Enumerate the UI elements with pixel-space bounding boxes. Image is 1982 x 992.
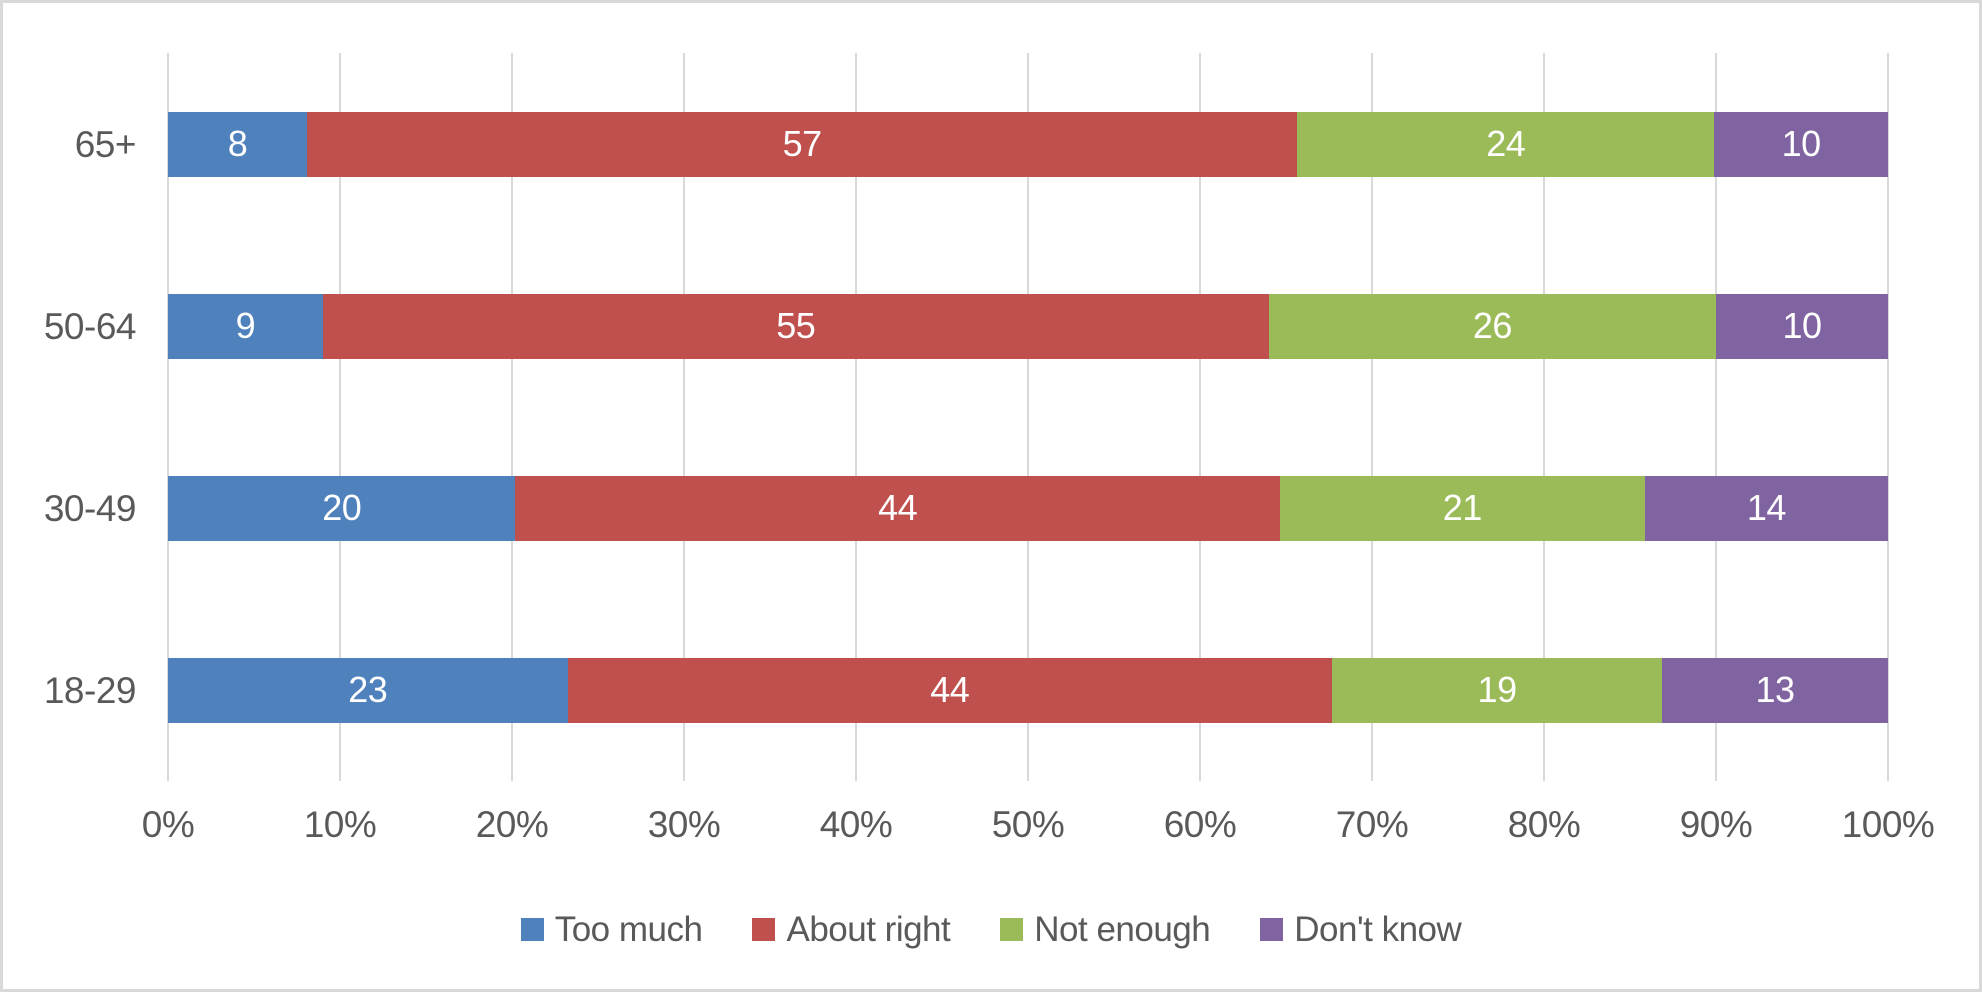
- legend-item-about-right: About right: [752, 909, 951, 949]
- category-label: 50-64: [43, 305, 137, 347]
- bar-segment-don-t-know: 10: [1715, 293, 1888, 359]
- x-axis-tick-label: 90%: [1679, 804, 1753, 845]
- x-axis-tick-label: 80%: [1507, 804, 1581, 845]
- bar-segment-don-t-know: 10: [1714, 111, 1888, 177]
- bar-segment-not-enough: 26: [1268, 293, 1716, 359]
- x-axis-tick-label: 40%: [819, 804, 893, 845]
- bar-segment-too-much: 8: [168, 111, 307, 177]
- gridline: [1887, 53, 1889, 781]
- bar-segment-not-enough: 24: [1297, 111, 1715, 177]
- bar-segment-not-enough: 21: [1279, 475, 1645, 541]
- legend-label: Don't know: [1294, 909, 1462, 949]
- gridline: [1199, 53, 1201, 781]
- gridline: [339, 53, 341, 781]
- bar-segment-about-right: 44: [567, 657, 1333, 723]
- x-axis-tick-label: 10%: [303, 804, 377, 845]
- plot-area: 8 57 24 10 9 55 26 10 20 44 21 14 23 44 19 13: [167, 53, 1889, 781]
- bar-segment-about-right: 57: [306, 111, 1298, 177]
- bar-value-label: 24: [1486, 123, 1526, 164]
- bar-value-label: 55: [776, 305, 816, 346]
- x-axis-tick-label: 100%: [1841, 804, 1935, 845]
- gridline: [511, 53, 513, 781]
- bar-segment-too-much: 9: [168, 293, 323, 359]
- gridline: [167, 53, 169, 781]
- x-axis-tick-label: 0%: [141, 804, 195, 845]
- bar-value-label: 10: [1781, 123, 1822, 164]
- bar-value-label: 10: [1782, 305, 1822, 346]
- legend-label: About right: [786, 909, 951, 949]
- bar-value-label: 19: [1477, 669, 1518, 710]
- gridline: [855, 53, 857, 781]
- bar-value-label: 14: [1746, 487, 1787, 528]
- legend-swatch-not-enough: [1000, 917, 1024, 941]
- category-label: 18-29: [43, 669, 137, 711]
- bar-row: 23 44 19 13: [168, 657, 1888, 723]
- bar-value-label: 9: [235, 305, 256, 346]
- bar-value-label: 57: [782, 123, 823, 164]
- bar-segment-too-much: 23: [168, 657, 568, 723]
- bar-segment-don-t-know: 14: [1644, 475, 1888, 541]
- legend-swatch-don-t-know: [1260, 917, 1284, 941]
- bar-value-label: 26: [1472, 305, 1513, 346]
- bar-value-label: 20: [322, 487, 362, 528]
- x-axis-tick-label: 60%: [1163, 804, 1237, 845]
- legend-swatch-about-right: [752, 917, 776, 941]
- bar-value-label: 44: [878, 487, 918, 528]
- bar-row: 20 44 21 14: [168, 475, 1888, 541]
- category-label: 30-49: [43, 487, 137, 529]
- legend-swatch-too-much: [520, 917, 544, 941]
- bar-segment-too-much: 20: [168, 475, 516, 541]
- bar-value-label: 8: [227, 123, 248, 164]
- gridline: [1715, 53, 1717, 781]
- bar-segment-about-right: 55: [322, 293, 1269, 359]
- gridline: [1543, 53, 1545, 781]
- bar-segment-not-enough: 19: [1332, 657, 1663, 723]
- legend-label: Not enough: [1034, 909, 1211, 949]
- x-axis-tick-label: 20%: [475, 804, 549, 845]
- bar-value-label: 13: [1755, 669, 1796, 710]
- bar-value-label: 21: [1442, 487, 1483, 528]
- gridline: [683, 53, 685, 781]
- gridline: [1371, 53, 1373, 781]
- gridline: [1027, 53, 1029, 781]
- legend: Too much About right Not enough Don't know: [3, 901, 1979, 957]
- legend-item-not-enough: Not enough: [1000, 909, 1211, 949]
- legend-item-too-much: Too much: [520, 909, 703, 949]
- x-axis-tick-label: 50%: [991, 804, 1065, 845]
- bar-row: 9 55 26 10: [168, 293, 1888, 359]
- x-axis-tick-label: 30%: [647, 804, 721, 845]
- bar-value-label: 23: [348, 669, 388, 710]
- bar-row: 8 57 24 10: [168, 111, 1888, 177]
- bar-value-label: 44: [930, 669, 970, 710]
- category-label: 65+: [74, 123, 137, 165]
- bar-segment-about-right: 44: [515, 475, 1280, 541]
- bar-segment-don-t-know: 13: [1662, 657, 1888, 723]
- x-axis-tick-label: 70%: [1335, 804, 1409, 845]
- legend-item-don-t-know: Don't know: [1260, 909, 1462, 949]
- legend-label: Too much: [554, 909, 703, 949]
